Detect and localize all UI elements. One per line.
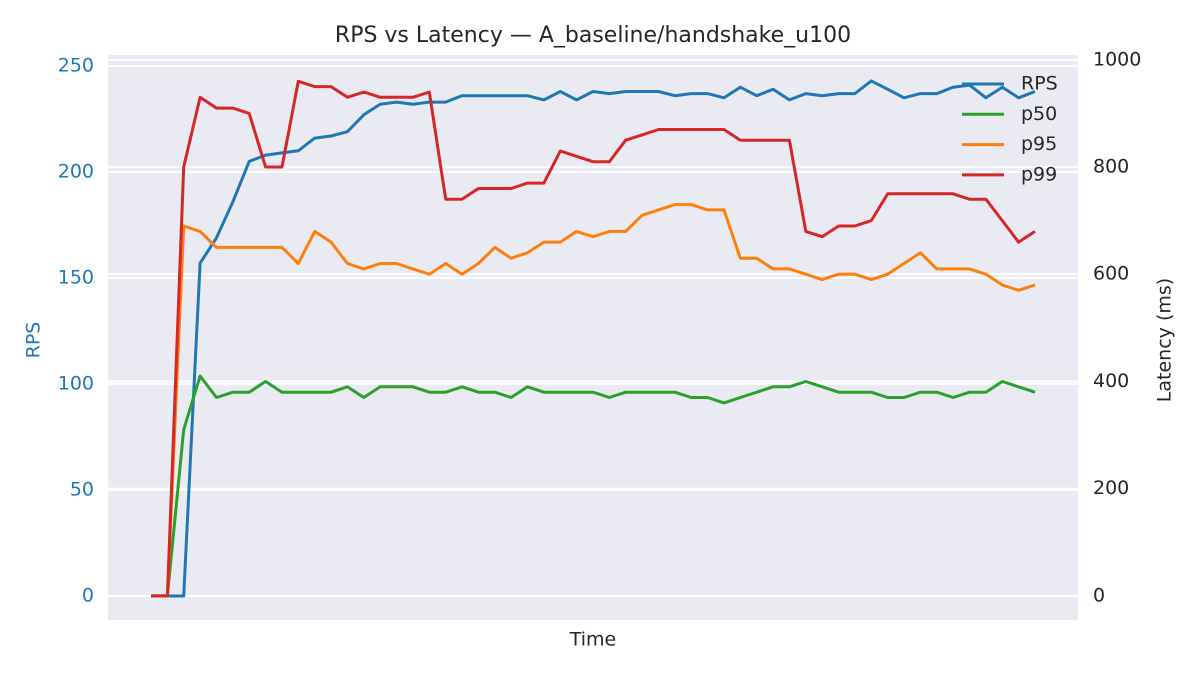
y-tick-label: 100 <box>58 373 94 395</box>
series-line <box>151 79 1036 598</box>
y2-tick-label: 800 <box>1093 156 1129 178</box>
legend-label: p99 <box>1021 163 1057 185</box>
y2-tick-label: 400 <box>1093 370 1129 392</box>
y2-tick-label: 600 <box>1093 263 1129 285</box>
x-axis-label: Time <box>569 629 617 651</box>
plot-area <box>108 55 1078 620</box>
y-tick-label: 200 <box>58 161 94 183</box>
y-tick-label: 150 <box>58 267 94 289</box>
legend-label: p50 <box>1021 103 1057 125</box>
y2-axis-label: Latency (ms) <box>1154 278 1176 402</box>
y2-tick-label: 200 <box>1093 477 1129 499</box>
series-line <box>151 374 1036 598</box>
chart-title: RPS vs Latency — A_baseline/handshake_u1… <box>335 23 851 48</box>
legend-label: RPS <box>1021 73 1058 95</box>
series-line <box>151 203 1036 598</box>
y-tick-label: 50 <box>70 479 94 501</box>
y-tick-label: 0 <box>82 585 94 607</box>
y-tick-label: 250 <box>58 55 94 77</box>
y2-tick-label: 0 <box>1093 584 1105 606</box>
series-line <box>151 79 1036 598</box>
y2-tick-label: 1000 <box>1093 48 1141 70</box>
y-axis-label: RPS <box>23 322 45 359</box>
legend-label: p95 <box>1021 133 1057 155</box>
